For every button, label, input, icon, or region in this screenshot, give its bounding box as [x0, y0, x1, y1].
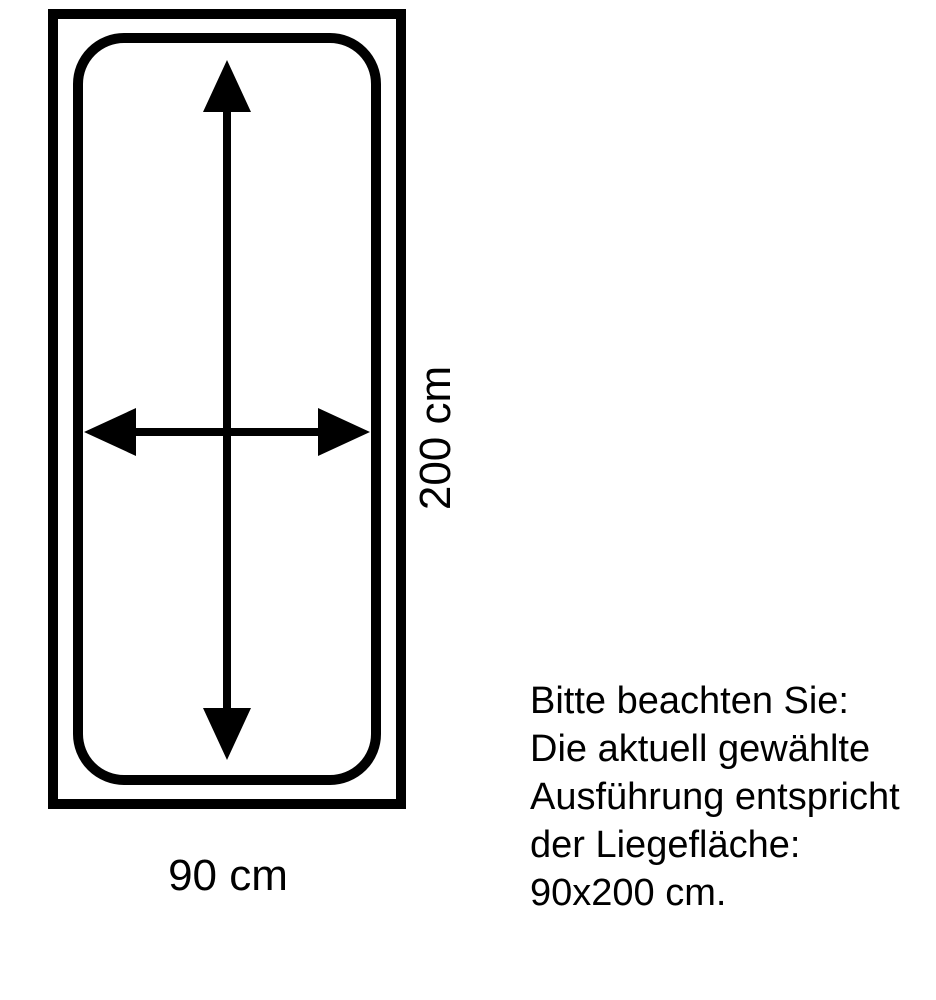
note-text: Bitte beachten Sie: Die aktuell gewählte A…	[530, 680, 900, 914]
note-line: 90x200 cm.	[530, 872, 726, 914]
height-label: 200 cm	[411, 366, 460, 510]
note-line: Die aktuell gewählte	[530, 728, 870, 770]
width-label: 90 cm	[168, 851, 288, 900]
note-line: Bitte beachten Sie:	[530, 680, 849, 722]
height-arrow	[203, 60, 251, 760]
note-line: Ausführung entspricht	[530, 776, 900, 818]
note-line: der Liegefläche:	[530, 824, 800, 866]
